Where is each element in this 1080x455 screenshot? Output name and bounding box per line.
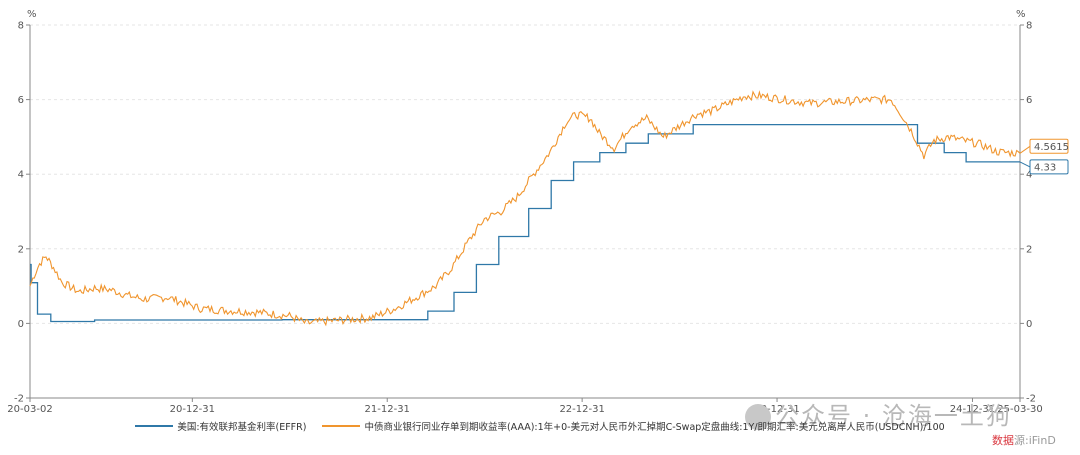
end-label-effr-leader (1019, 161, 1031, 168)
x-tick-label: 21-12-31 (365, 404, 410, 415)
y-ticks-left: 8 6 4 2 0 -2 (14, 21, 30, 405)
y-tick-label-left: 8 (18, 21, 24, 32)
x-tick-label: 22-12-31 (559, 404, 604, 415)
legend-swatch-ncd-spread (322, 425, 361, 427)
series-line-effr (30, 123, 1020, 323)
watermark: 公众号 · 沧海一土狗 (745, 396, 1012, 431)
x-tick-label: 20-03-02 (7, 404, 52, 415)
end-label-ncd-spread-text: 4.5615 (1034, 142, 1069, 153)
y-tick-label-right: 0 (1026, 319, 1032, 330)
data-source: 数据源:iFinD (992, 432, 1056, 448)
y-unit-right: % (1016, 9, 1026, 20)
y-tick-label-left: -2 (14, 394, 24, 405)
legend-label-ncd-spread: 中债商业银行同业存单到期收益率(AAA):1年+0-美元对人民币外汇掉期C-Sw… (364, 422, 945, 433)
grid-lines (30, 24, 1020, 399)
y-tick-label-right: -2 (1026, 394, 1036, 405)
series-lines (29, 90, 1021, 327)
y-ticks-right: 8 6 4 2 0 -2 (1020, 21, 1036, 405)
end-label-effr-text: 4.33 (1034, 162, 1056, 173)
y-tick-label-left: 0 (18, 319, 24, 330)
legend-swatch-effr (135, 425, 174, 427)
legend: 美国:有效联邦基金利率(EFFR) 中债商业银行同业存单到期收益率(AAA):1… (0, 418, 1080, 434)
y-unit-left: % (27, 9, 37, 20)
end-label-ncd-spread-leader (1019, 145, 1031, 154)
legend-label-effr: 美国:有效联邦基金利率(EFFR) (177, 422, 307, 433)
y-tick-label-left: 4 (18, 170, 24, 181)
y-tick-label-right: 4 (1026, 170, 1032, 181)
legend-item-ncd-spread[interactable]: 中债商业银行同业存单到期收益率(AAA):1年+0-美元对人民币外汇掉期C-Sw… (322, 419, 945, 433)
watermark-text: 公众号 · 沧海一土狗 (775, 402, 1012, 430)
source-prefix: 数据 (992, 434, 1014, 447)
x-tick-label: 25-03-30 (997, 404, 1042, 415)
y-tick-label-right: 8 (1026, 21, 1032, 32)
chart: % % 8 6 4 2 0 -2 8 6 4 2 0 -2 20-03-02 20-12-31 21-1… (7, 9, 1069, 415)
x-tick-label: 24-12-31 (950, 404, 995, 415)
end-label-effr: 4.33 (1019, 159, 1069, 175)
series-line-ncd-spread (29, 90, 1021, 327)
end-labels: 4.5615 4.33 (1019, 138, 1069, 175)
legend-item-effr[interactable]: 美国:有效联邦基金利率(EFFR) (135, 419, 306, 433)
y-tick-label-left: 6 (18, 95, 24, 106)
x-tick-label: 23-12-31 (754, 404, 799, 415)
y-tick-label-left: 2 (18, 244, 24, 255)
x-ticks: 20-03-02 20-12-31 21-12-31 22-12-31 23-12-31… (7, 398, 1043, 415)
source-suffix: 源:iFinD (1014, 434, 1056, 447)
y-tick-label-right: 2 (1026, 244, 1032, 255)
wechat-icon (745, 404, 771, 430)
end-label-ncd-spread: 4.5615 (1019, 138, 1069, 154)
y-tick-label-right: 6 (1026, 95, 1032, 106)
x-tick-label: 20-12-31 (170, 404, 215, 415)
